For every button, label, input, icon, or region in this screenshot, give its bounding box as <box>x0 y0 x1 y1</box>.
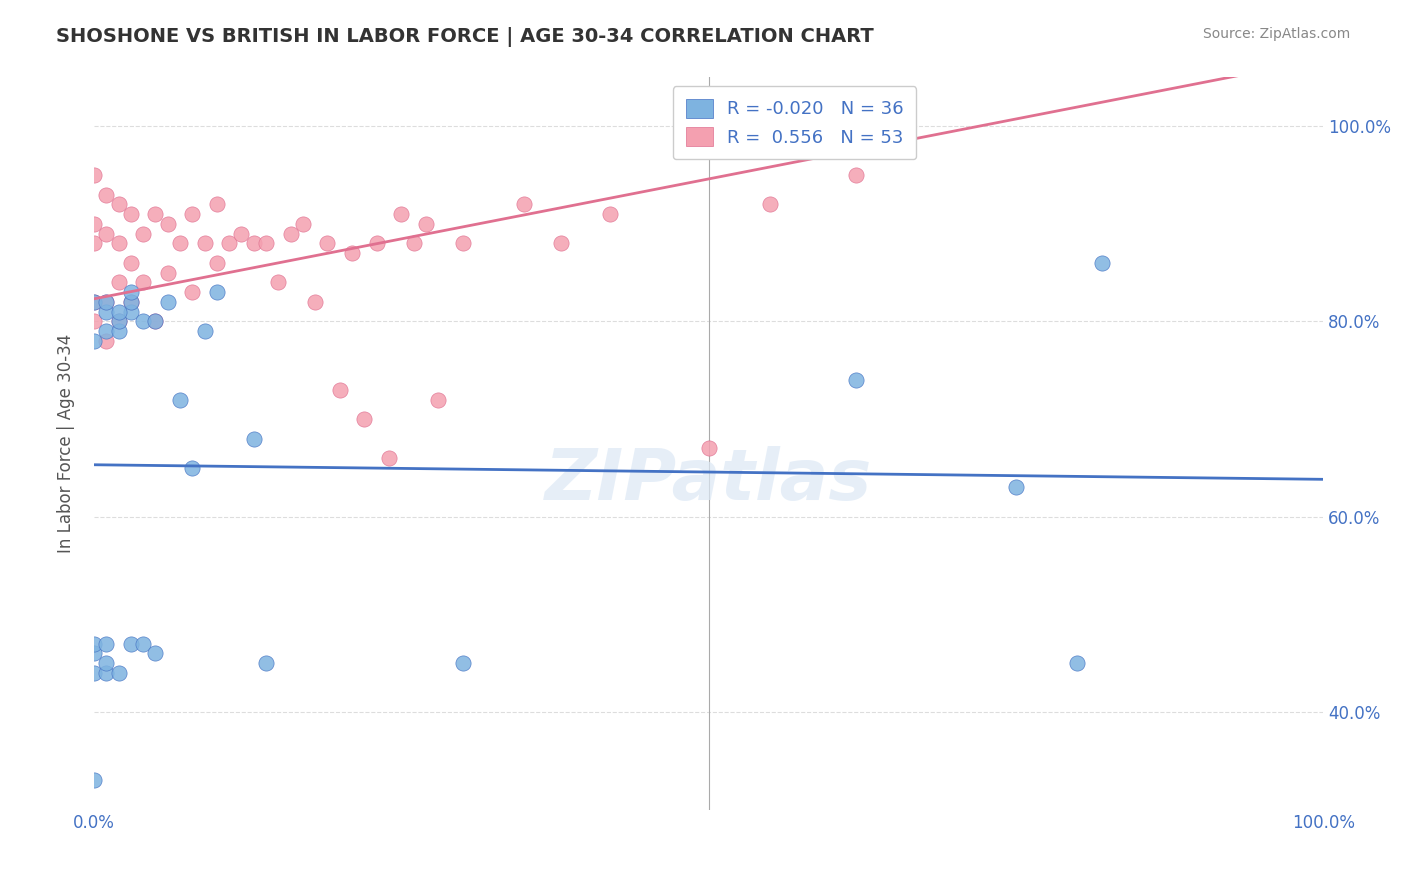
Point <box>107 276 129 290</box>
Point <box>83 168 105 182</box>
Point <box>107 304 129 318</box>
Point <box>254 656 277 670</box>
Point <box>83 217 105 231</box>
Point <box>96 295 118 310</box>
Point <box>1005 480 1028 494</box>
Point <box>145 646 167 660</box>
Point <box>378 451 401 466</box>
Point <box>353 412 375 426</box>
Point <box>83 295 105 310</box>
Point <box>242 236 264 251</box>
Point <box>83 236 105 251</box>
Point <box>83 314 105 328</box>
Point <box>83 295 105 310</box>
Point <box>280 227 302 241</box>
Point <box>181 461 204 475</box>
Point <box>218 236 240 251</box>
Point <box>205 197 228 211</box>
Point <box>231 227 253 241</box>
Point <box>107 197 129 211</box>
Point <box>193 324 215 338</box>
Point <box>145 314 167 328</box>
Point <box>96 334 118 348</box>
Point <box>83 665 105 680</box>
Point <box>316 236 339 251</box>
Point <box>83 773 105 788</box>
Point <box>83 334 105 348</box>
Point <box>120 256 142 270</box>
Point <box>120 637 142 651</box>
Point <box>96 656 118 670</box>
Y-axis label: In Labor Force | Age 30-34: In Labor Force | Age 30-34 <box>58 334 75 553</box>
Point <box>145 314 167 328</box>
Point <box>83 646 105 660</box>
Point <box>1066 656 1088 670</box>
Point <box>169 392 191 407</box>
Point <box>845 168 868 182</box>
Point <box>304 295 326 310</box>
Point <box>181 285 204 300</box>
Point <box>291 217 314 231</box>
Point <box>513 197 536 211</box>
Point <box>96 187 118 202</box>
Point <box>120 304 142 318</box>
Point <box>107 314 129 328</box>
Point <box>120 285 142 300</box>
Point <box>389 207 412 221</box>
Point <box>83 637 105 651</box>
Point <box>96 637 118 651</box>
Point <box>427 392 450 407</box>
Point <box>132 314 155 328</box>
Point <box>254 236 277 251</box>
Point <box>132 227 155 241</box>
Text: SHOSHONE VS BRITISH IN LABOR FORCE | AGE 30-34 CORRELATION CHART: SHOSHONE VS BRITISH IN LABOR FORCE | AGE… <box>56 27 875 46</box>
Point <box>242 432 264 446</box>
Text: Source: ZipAtlas.com: Source: ZipAtlas.com <box>1202 27 1350 41</box>
Point <box>120 207 142 221</box>
Point <box>205 256 228 270</box>
Point <box>329 383 352 397</box>
Point <box>193 236 215 251</box>
Point <box>205 285 228 300</box>
Point <box>156 295 179 310</box>
Point <box>697 442 720 456</box>
Point <box>96 324 118 338</box>
Point <box>181 207 204 221</box>
Point <box>340 246 363 260</box>
Point <box>96 304 118 318</box>
Point <box>132 637 155 651</box>
Point <box>120 295 142 310</box>
Point <box>96 295 118 310</box>
Text: ZIPatlas: ZIPatlas <box>546 446 872 515</box>
Point <box>759 197 782 211</box>
Point <box>96 227 118 241</box>
Point <box>415 217 437 231</box>
Point <box>267 276 290 290</box>
Point <box>107 314 129 328</box>
Legend: R = -0.020   N = 36, R =  0.556   N = 53: R = -0.020 N = 36, R = 0.556 N = 53 <box>673 87 917 160</box>
Point <box>845 373 868 387</box>
Point <box>132 276 155 290</box>
Point <box>402 236 425 251</box>
Point <box>120 295 142 310</box>
Point <box>107 665 129 680</box>
Point <box>550 236 572 251</box>
Point <box>107 236 129 251</box>
Point <box>156 217 179 231</box>
Point <box>599 207 621 221</box>
Point <box>96 665 118 680</box>
Point <box>1091 256 1114 270</box>
Point <box>156 266 179 280</box>
Point <box>145 207 167 221</box>
Point <box>107 324 129 338</box>
Point <box>169 236 191 251</box>
Point <box>451 656 474 670</box>
Point <box>366 236 388 251</box>
Point <box>451 236 474 251</box>
